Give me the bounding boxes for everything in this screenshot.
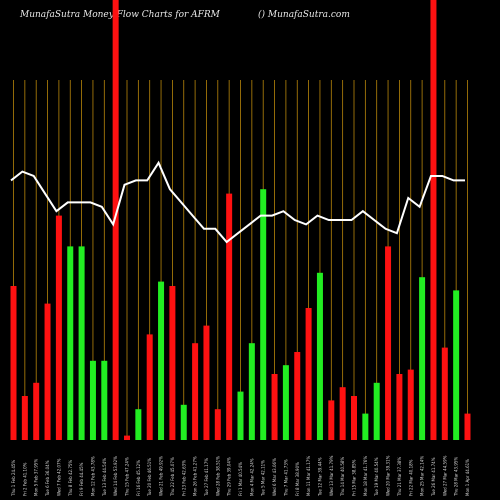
money-flow-bar bbox=[351, 396, 357, 440]
money-flow-bar bbox=[385, 246, 392, 440]
money-flow-bar bbox=[112, 0, 119, 440]
x-tick-label: Wed 28 Feb 38.51% bbox=[215, 456, 220, 496]
x-tick-label: Tue 5 Mar 42.11% bbox=[261, 460, 266, 497]
money-flow-bar bbox=[305, 308, 312, 440]
x-tick-label: Fri 1 Mar 40.54% bbox=[238, 462, 243, 496]
x-tick-label: Thu 21 Mar 37.38% bbox=[397, 457, 402, 497]
x-axis-labels: Thu 1 Feb 24.45% Fri 2 Feb 41.10% Mon 5 Fe… bbox=[11, 455, 470, 497]
x-tick-label: Wed 27 Mar 44.59% bbox=[442, 455, 447, 496]
money-flow-bar bbox=[89, 360, 96, 440]
x-tick-label: Thu 1 Feb 24.45% bbox=[11, 460, 16, 497]
money-flow-bar bbox=[180, 404, 187, 440]
x-tick-label: Thu 29 Feb 39.04% bbox=[227, 457, 232, 497]
x-tick-label: Tue 27 Feb 41.17% bbox=[204, 458, 209, 497]
x-tick-label: Thu 22 Feb 45.07% bbox=[170, 457, 175, 497]
trend-line bbox=[10, 160, 465, 244]
money-flow-bar bbox=[78, 246, 85, 440]
money-flow-bar bbox=[21, 396, 28, 440]
x-tick-label: Fri 2 Feb 41.10% bbox=[22, 462, 27, 496]
money-flow-bar bbox=[248, 343, 255, 440]
money-flow-bar bbox=[101, 360, 108, 440]
x-tick-label: Tue 13 Feb 44.54% bbox=[102, 458, 107, 497]
x-tick-label: Wed 7 Feb 42.07% bbox=[56, 458, 61, 496]
money-flow-bar bbox=[260, 189, 267, 440]
money-flow-bar bbox=[294, 352, 301, 440]
x-tick-label: Mon 12 Feb 43.78% bbox=[90, 456, 95, 496]
x-tick-label: Tue 6 Feb 36.04% bbox=[45, 460, 50, 497]
x-tick-label: Mon 26 Feb 41.27% bbox=[193, 456, 198, 496]
trend-line-group bbox=[10, 160, 465, 244]
money-flow-bar bbox=[226, 193, 233, 440]
money-flow-bar bbox=[158, 281, 165, 440]
chart-title: MunafaSutra Money Flow Charts for AFRM bbox=[20, 10, 220, 20]
money-flow-bar bbox=[124, 435, 130, 440]
x-tick-label: Thu 15 Feb 47.24% bbox=[125, 457, 130, 497]
x-tick-label: Fri 15 Mar 38.85% bbox=[352, 459, 357, 496]
x-tick-label: Mon 18 Mar 41.76% bbox=[363, 456, 368, 496]
x-tick-label: Tue 19 Mar 40.54% bbox=[374, 457, 379, 497]
x-tick-label: Wed 14 Feb 53.92% bbox=[113, 456, 118, 496]
x-tick-label: Mon 1 Apr 44.61% bbox=[465, 459, 470, 496]
money-flow-bar bbox=[396, 374, 403, 440]
x-tick-label: Thu 8 Feb 42.75% bbox=[68, 460, 73, 497]
x-tick-label: Tue 20 Feb 46.51% bbox=[147, 458, 152, 497]
money-flow-bar bbox=[464, 413, 471, 440]
money-flow-bar bbox=[237, 391, 244, 440]
money-flow-bar bbox=[67, 246, 74, 440]
money-flow-bar bbox=[44, 303, 51, 440]
x-tick-label: Fri 16 Feb 45.12% bbox=[136, 460, 141, 496]
x-tick-label: Mon 25 Mar 42.14% bbox=[420, 456, 425, 496]
money-flow-bar bbox=[430, 0, 437, 440]
money-flow-bar bbox=[135, 409, 142, 440]
x-tick-label: Thu 14 Mar 40.58% bbox=[340, 457, 345, 497]
money-flow-bar bbox=[55, 215, 62, 440]
x-tick-label: Mon 5 Feb 37.95% bbox=[34, 459, 39, 496]
x-tick-label: Thu 7 Mar 41.73% bbox=[283, 459, 288, 497]
x-tick-label: Wed 20 Mar 39.31% bbox=[386, 455, 391, 496]
bars bbox=[10, 0, 471, 440]
x-tick-label: Fri 8 Mar 38.90% bbox=[295, 462, 300, 496]
money-flow-bar bbox=[419, 277, 426, 440]
money-flow-bar bbox=[192, 343, 199, 440]
money-flow-bar bbox=[407, 369, 414, 440]
x-tick-label: Mon 4 Mar 42.24% bbox=[249, 458, 254, 496]
money-flow-bar bbox=[10, 286, 17, 440]
money-flow-bar bbox=[373, 382, 380, 440]
x-tick-label: Wed 13 Mar 41.79% bbox=[329, 455, 334, 496]
money-flow-bar bbox=[328, 400, 335, 440]
money-flow-bar bbox=[316, 272, 323, 440]
x-tick-label: Thu 28 Mar 43.95% bbox=[454, 457, 459, 497]
x-tick-label: Wed 6 Mar 43.06% bbox=[272, 458, 277, 496]
money-flow-bar bbox=[441, 347, 448, 440]
x-tick-label: Fri 23 Feb 42.63% bbox=[181, 460, 186, 496]
x-tick-label: Fri 22 Mar 40.18% bbox=[408, 459, 413, 496]
x-tick-label: Tue 12 Mar 39.44% bbox=[317, 457, 322, 497]
x-tick-label: Tue 26 Mar 41.74% bbox=[431, 457, 436, 497]
money-flow-bar bbox=[214, 409, 221, 440]
x-tick-label: Fri 9 Feb 44.45% bbox=[79, 462, 84, 496]
money-flow-bar bbox=[33, 382, 40, 440]
x-tick-label: Mon 11 Mar 41.17% bbox=[306, 456, 311, 496]
money-flow-bar bbox=[146, 334, 153, 440]
money-flow-bar bbox=[339, 387, 346, 440]
money-flow-bar bbox=[203, 325, 210, 440]
money-flow-bar bbox=[282, 365, 289, 440]
money-flow-bar bbox=[453, 290, 460, 440]
money-flow-bar bbox=[169, 286, 176, 440]
x-tick-label: Wed 21 Feb 49.92% bbox=[159, 456, 164, 496]
site-watermark: () MunafaSutra.com bbox=[258, 10, 350, 20]
money-flow-bar bbox=[362, 413, 369, 440]
money-flow-bar bbox=[271, 374, 278, 440]
